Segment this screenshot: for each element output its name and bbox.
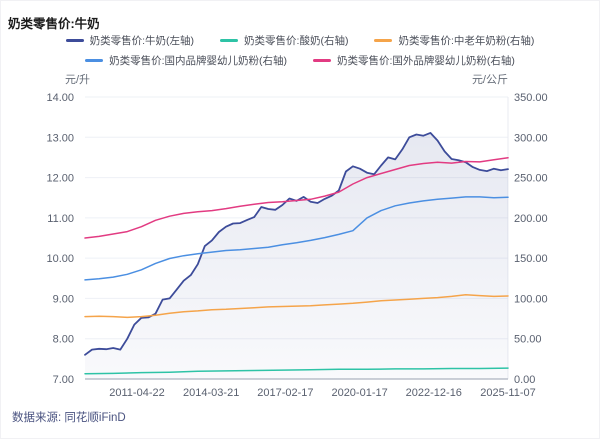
series-area-0 [85, 132, 508, 379]
legend-label: 奶类零售价:国内品牌婴幼儿奶粉(右轴) [109, 55, 287, 67]
legend-swatch-icon [220, 39, 239, 42]
legend-label: 奶类零售价:国外品牌婴幼儿奶粉(右轴) [337, 55, 515, 67]
x-axis-tick: 2014-03-21 [183, 387, 239, 399]
page-title: 奶类零售价:牛奶 [8, 17, 100, 31]
axis-units: 元/升 元/公斤 [0, 71, 600, 87]
right-axis-tick: 100.00 [514, 293, 548, 305]
x-axis-tick: 2020-01-17 [331, 387, 387, 399]
x-axis-tick: 2011-04-22 [109, 387, 164, 399]
legend-item-0[interactable]: 奶类零售价:牛奶(左轴) [65, 33, 195, 48]
legend: 奶类零售价:牛奶(左轴) 奶类零售价:酸奶(右轴) 奶类零售价:中老年奶粉(右轴) 奶… [40, 33, 560, 68]
right-axis-tick: 0.00 [514, 374, 535, 386]
x-axis-tick: 2025-11-07 [480, 387, 535, 399]
left-axis-tick: 11.00 [47, 213, 74, 225]
left-axis-tick: 7.00 [53, 374, 74, 386]
legend-item-4[interactable]: 奶类零售价:国外品牌婴幼儿奶粉(右轴) [313, 53, 515, 68]
right-axis-tick: 300.00 [514, 132, 548, 144]
left-axis-tick: 8.00 [53, 334, 74, 346]
right-axis-tick: 50.00 [514, 334, 542, 346]
legend-swatch-icon [313, 59, 331, 62]
left-axis-tick: 12.00 [46, 173, 74, 185]
series-line-4 [84, 157, 509, 239]
legend-swatch-icon [85, 59, 104, 62]
series-line-3 [84, 196, 509, 281]
right-axis-tick: 350.00 [514, 92, 548, 104]
left-axis-tick: 10.00 [46, 253, 74, 265]
right-axis-tick: 200.00 [514, 213, 548, 225]
legend-label: 奶类零售价:中老年奶粉(右轴) [398, 35, 535, 47]
x-axis-tick: 2017-02-17 [257, 387, 313, 399]
right-axis-tick: 250.00 [514, 173, 548, 185]
legend-label: 奶类零售价:酸奶(右轴) [244, 35, 349, 47]
series-line-2 [84, 294, 509, 319]
legend-swatch-icon [65, 39, 84, 42]
x-axis-tick: 2022-12-16 [406, 387, 462, 399]
legend-item-3[interactable]: 奶类零售价:国内品牌婴幼儿奶粉(右轴) [85, 53, 287, 68]
left-axis-unit: 元/升 [65, 74, 91, 86]
series-line-1 [84, 367, 509, 375]
line-chart[interactable]: 14.00 350.00 13.00 300.00 12.00 250.00 11.00 20… [0, 88, 600, 410]
data-source: 数据来源: 同花顺iFinD [12, 412, 126, 424]
left-axis-tick: 14.00 [46, 92, 74, 104]
legend-label: 奶类零售价:牛奶(左轴) [89, 35, 195, 47]
right-axis-tick: 150.00 [514, 253, 548, 265]
legend-item-1[interactable]: 奶类零售价:酸奶(右轴) [220, 33, 348, 48]
left-axis-tick: 9.00 [53, 293, 74, 305]
legend-item-2[interactable]: 奶类零售价:中老年奶粉(右轴) [374, 33, 534, 48]
right-axis-unit: 元/公斤 [471, 74, 508, 86]
legend-swatch-icon [374, 39, 393, 42]
left-axis-tick: 13.00 [46, 132, 74, 144]
